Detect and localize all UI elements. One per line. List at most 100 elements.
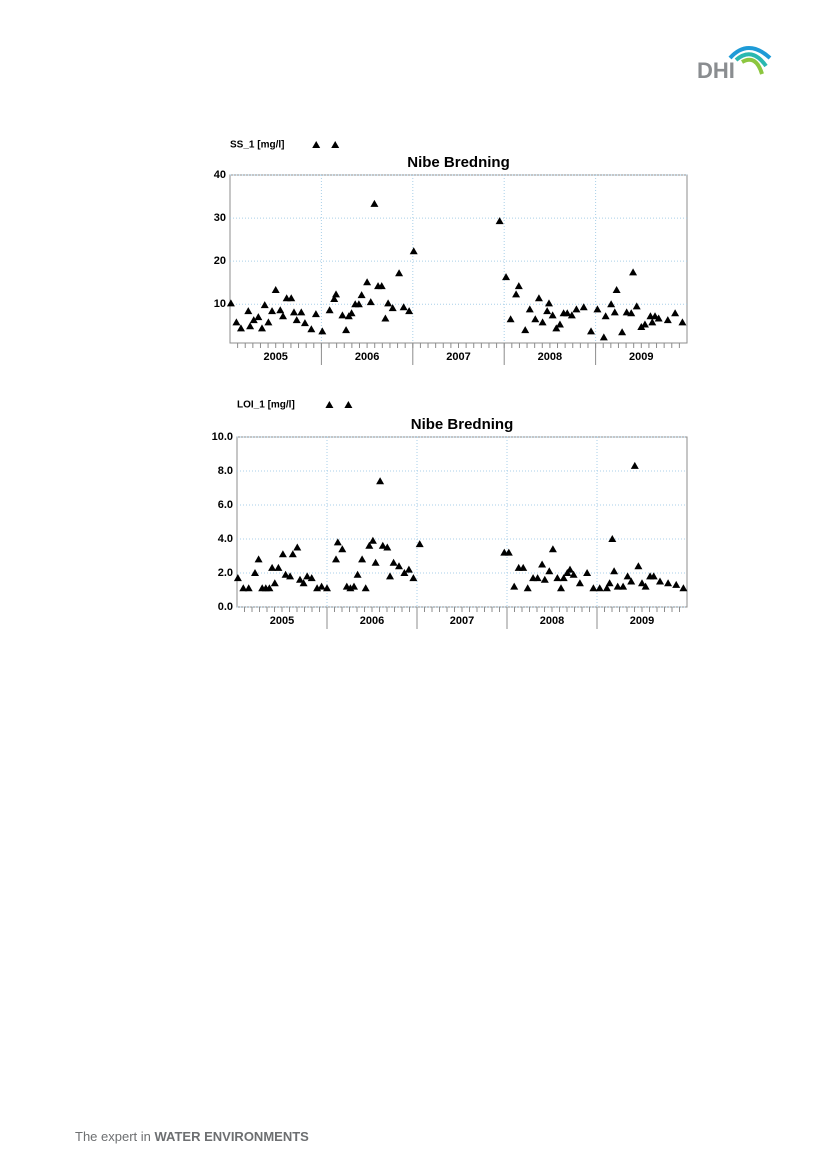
legend-marker: [325, 401, 334, 408]
point: [268, 307, 277, 315]
point: [289, 308, 298, 316]
point: [531, 315, 540, 323]
point: [610, 308, 619, 316]
point: [521, 326, 530, 334]
point: [634, 562, 643, 570]
point: [251, 569, 259, 576]
point: [649, 572, 658, 580]
point: [292, 316, 301, 324]
point: [495, 217, 504, 225]
point: [236, 324, 245, 332]
point: [618, 328, 627, 336]
x-tick-label: 2006: [360, 615, 384, 627]
point: [361, 584, 370, 592]
point: [395, 562, 403, 570]
point: [519, 563, 528, 571]
point: [386, 572, 394, 580]
point: [567, 311, 576, 319]
x-tick-label: 2008: [538, 351, 562, 363]
point: [338, 545, 347, 553]
point: [525, 305, 534, 313]
point: [569, 570, 578, 578]
point: [307, 574, 316, 582]
point: [415, 540, 424, 548]
footer-lead: The expert in: [75, 1129, 151, 1144]
point: [601, 312, 610, 320]
point: [654, 314, 663, 322]
point: [347, 309, 356, 317]
point: [619, 582, 628, 590]
point: [226, 299, 235, 307]
point: [287, 294, 296, 302]
point: [257, 324, 266, 332]
y-tick-label: 8.0: [218, 465, 233, 477]
point: [303, 572, 312, 580]
point: [323, 584, 331, 592]
chart: Nibe Bredning 0.0 2.0 4.0 6.0 8.0 10.0 2005 2006…: [212, 400, 688, 629]
point: [504, 548, 513, 556]
y-tick-label: 2.0: [218, 567, 233, 579]
point: [534, 294, 543, 302]
x-tick-label: 2009: [629, 351, 653, 363]
point: [233, 574, 242, 582]
point: [630, 461, 639, 469]
point: [627, 309, 636, 317]
logo-wave: [741, 57, 764, 75]
legend-marker: [312, 141, 321, 148]
point: [299, 579, 308, 587]
point: [318, 327, 327, 335]
point: [279, 312, 288, 320]
point: [357, 291, 366, 299]
legend-marker: [344, 401, 353, 408]
x-tick-label: 2007: [450, 615, 474, 627]
point: [376, 477, 385, 485]
point: [602, 584, 611, 592]
point: [605, 579, 614, 587]
point: [641, 582, 650, 590]
point: [404, 565, 413, 573]
point: [607, 300, 616, 308]
point: [271, 286, 280, 294]
point: [368, 536, 377, 544]
point: [540, 575, 549, 583]
logo-wave: [728, 46, 772, 60]
point: [632, 302, 641, 310]
y-tick-label: 20: [214, 255, 226, 267]
point: [239, 584, 248, 592]
point: [244, 584, 253, 592]
point: [640, 320, 649, 328]
y-tick-label: 10: [214, 298, 226, 310]
point: [350, 582, 358, 590]
point: [384, 299, 393, 307]
point: [354, 300, 363, 308]
point: [544, 299, 553, 307]
point: [388, 304, 397, 312]
point: [506, 315, 515, 323]
x-tick-label: 2006: [355, 351, 379, 363]
point: [563, 309, 572, 317]
point: [593, 305, 602, 313]
point: [622, 308, 631, 316]
point: [293, 543, 302, 551]
point: [514, 282, 523, 290]
point: [371, 558, 380, 566]
point: [232, 318, 241, 326]
point: [599, 333, 608, 341]
point: [409, 247, 418, 255]
x-tick-label: 2009: [630, 615, 654, 627]
legend-label: SS_1 [mg/l]: [230, 140, 284, 151]
point: [405, 307, 414, 315]
point: [545, 567, 554, 575]
point: [579, 303, 588, 311]
point: [559, 574, 568, 582]
point: [538, 318, 547, 326]
point: [671, 309, 680, 317]
point: [610, 567, 619, 575]
point: [370, 199, 379, 207]
chart: Nibe Bredning 10 20 30 40 2005 2006 2007 2008 200…: [214, 140, 688, 365]
point: [400, 569, 409, 576]
point: [274, 563, 283, 571]
logo-text: DHI: [697, 58, 735, 83]
y-tick-label: 0.0: [218, 601, 233, 613]
point: [543, 307, 552, 315]
